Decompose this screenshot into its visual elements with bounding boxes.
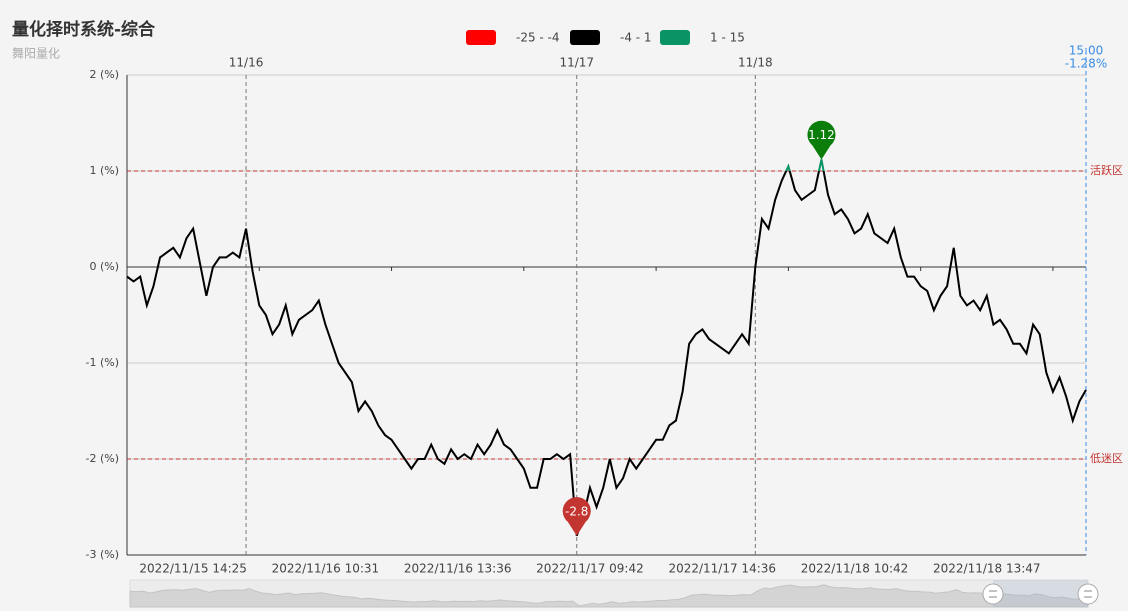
y-tick-label: 1 (%) (89, 164, 119, 177)
x-tick-label: 2022/11/17 09:42 (536, 562, 644, 576)
mark-pin (562, 497, 591, 536)
x-tick-label: 2022/11/16 10:31 (272, 562, 380, 576)
x-tick-label: 2022/11/18 10:42 (801, 562, 909, 576)
legend-swatch (660, 30, 690, 45)
x-tick-label: 2022/11/17 14:36 (668, 562, 776, 576)
y-tick-label: 0 (%) (89, 260, 119, 273)
zoom-handle[interactable] (1077, 583, 1099, 605)
day-marker-label: 11/16 (229, 56, 264, 70)
x-tick-label: 2022/11/16 13:36 (404, 562, 512, 576)
zone-label: 活跃区 (1090, 163, 1123, 177)
mark-pin-label: 1.12 (808, 128, 835, 142)
zoom-handle[interactable] (982, 583, 1004, 605)
end-marker-time: 15:00 (1069, 44, 1104, 58)
series-line (126, 159, 1087, 537)
x-tick-label: 2022/11/15 14:25 (139, 562, 247, 576)
y-tick-label: -1 (%) (86, 356, 120, 369)
legend-label: -25 - -4 (516, 31, 560, 45)
y-tick-label: -2 (%) (86, 452, 120, 465)
mark-pin-label: -2.8 (565, 504, 588, 518)
chart-title: 量化择时系统-综合 (12, 19, 156, 40)
x-tick-label: 2022/11/18 13:47 (933, 562, 1041, 576)
end-marker-label: -1.28% (1065, 57, 1107, 71)
chart-subtitle: 舞阳量化 (12, 47, 60, 61)
legend-swatch (466, 30, 496, 45)
y-tick-label: -3 (%) (86, 548, 120, 561)
zone-label: 低迷区 (1090, 452, 1123, 465)
legend-label: 1 - 15 (710, 31, 745, 45)
day-marker-label: 11/17 (559, 56, 594, 70)
legend-swatch (570, 30, 600, 45)
y-tick-label: 2 (%) (89, 68, 119, 81)
mark-pin (807, 120, 836, 160)
zoom-preview (129, 584, 1089, 608)
legend-label: -4 - 1 (620, 31, 652, 45)
zoom-window (993, 580, 1088, 607)
day-marker-label: 11/18 (738, 56, 773, 70)
